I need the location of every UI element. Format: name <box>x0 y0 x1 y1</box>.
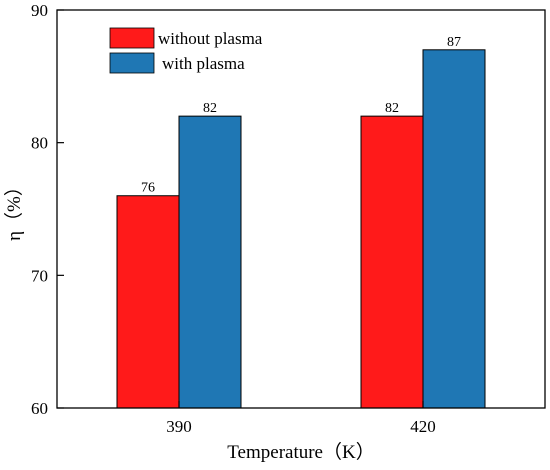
x-axis-ticks: 390 420 <box>166 401 436 436</box>
y-tick-label: 80 <box>31 134 48 153</box>
data-label: 82 <box>385 101 399 116</box>
legend: without plasma with plasma <box>109 27 263 74</box>
legend-swatch-without-plasma <box>109 27 155 49</box>
y-axis-title: η（%） <box>3 177 25 241</box>
legend-swatch-with-plasma <box>109 52 155 74</box>
x-tick-label: 420 <box>410 417 436 436</box>
y-tick-label: 70 <box>31 266 48 285</box>
x-axis-title: Temperature（K） <box>227 441 374 463</box>
data-labels-group: 76 82 82 87 <box>141 35 461 196</box>
bar-without-plasma-420 <box>360 115 424 409</box>
legend-label-without-plasma: without plasma <box>158 29 263 48</box>
y-tick-label: 60 <box>31 399 48 418</box>
data-label: 76 <box>141 181 155 196</box>
bar-without-plasma-390 <box>116 195 180 409</box>
bar-with-plasma-420 <box>422 49 486 409</box>
y-axis-ticks: 60 70 80 90 <box>31 1 64 418</box>
y-tick-label: 90 <box>31 1 48 20</box>
bars-group <box>116 49 486 409</box>
legend-label-with-plasma: with plasma <box>162 54 245 73</box>
plot-frame <box>56 9 546 409</box>
x-tick-label: 390 <box>166 417 192 436</box>
bar-with-plasma-390 <box>178 115 242 409</box>
data-label: 82 <box>203 101 217 116</box>
data-label: 87 <box>447 35 461 50</box>
